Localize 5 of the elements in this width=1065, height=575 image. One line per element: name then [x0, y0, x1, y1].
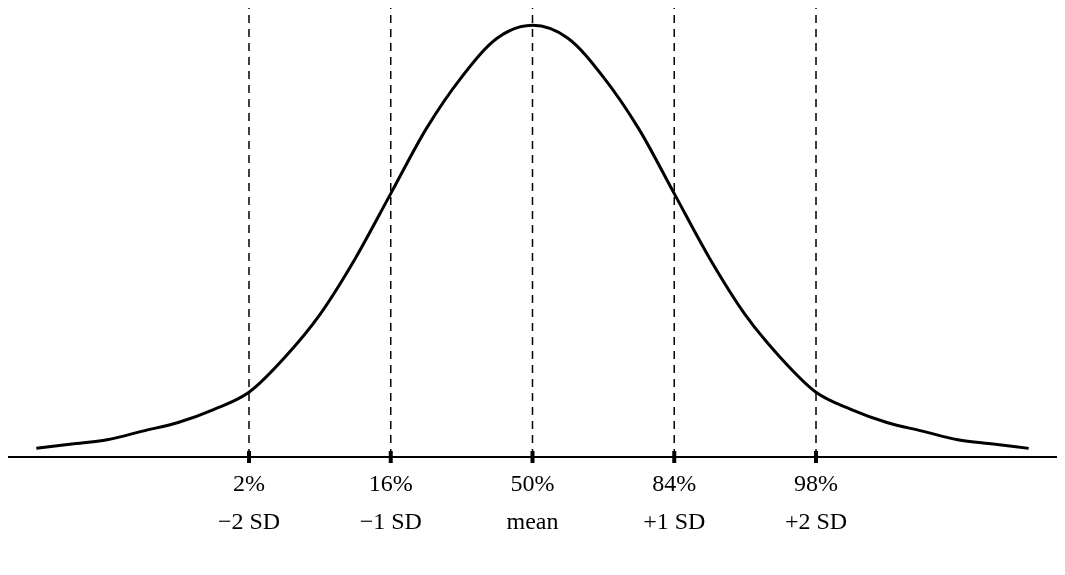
- x-tick-label: 84% +1 SD: [643, 470, 706, 534]
- x-tick-label: 16% −1 SD: [359, 470, 422, 534]
- x-tick-label: 2% −2 SD: [217, 470, 281, 534]
- x-tick-label: 98% +2 SD: [784, 470, 848, 534]
- x-tick-label: 50% mean: [506, 470, 559, 534]
